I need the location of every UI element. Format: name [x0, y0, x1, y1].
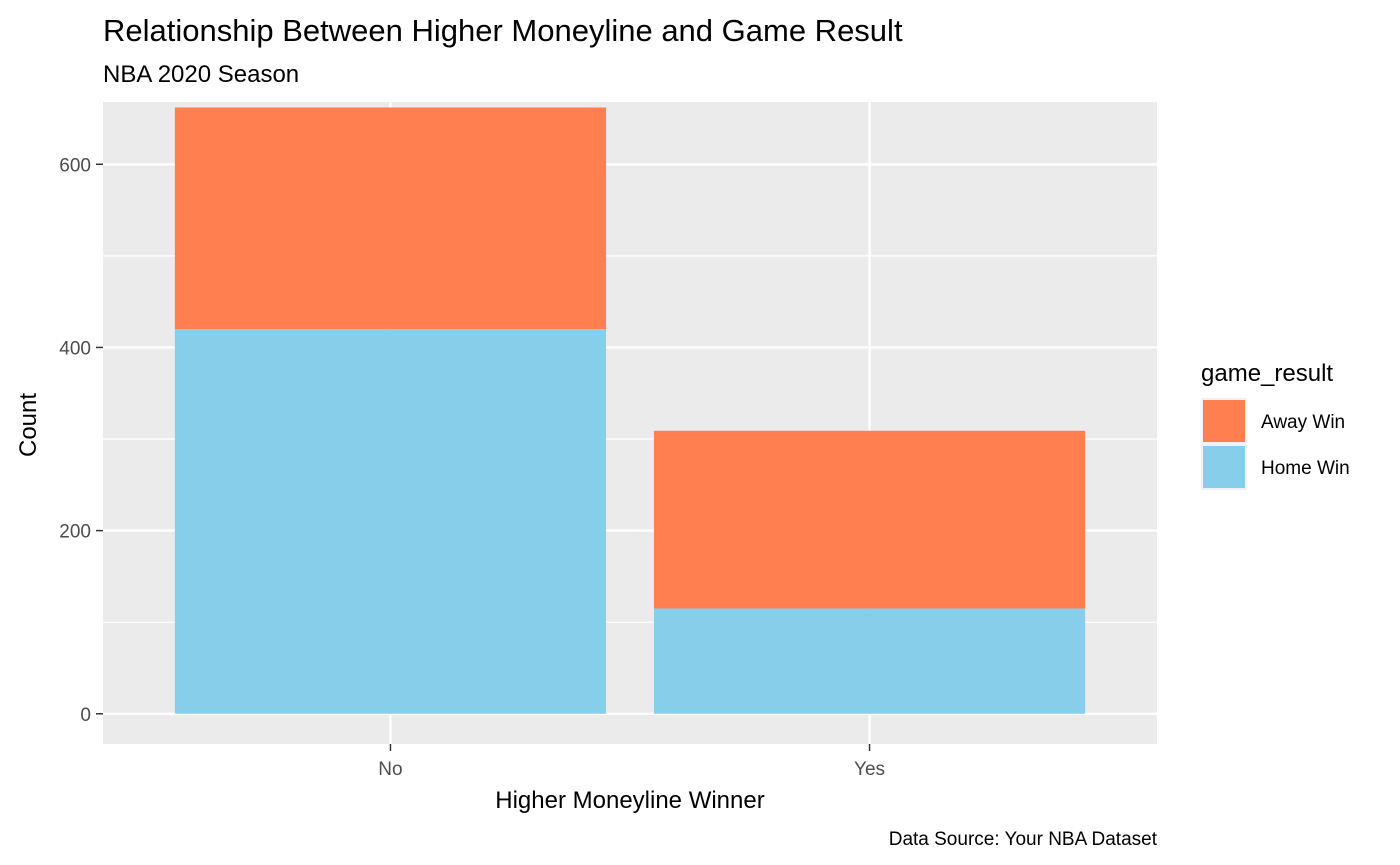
x-tick-label: No	[378, 759, 402, 780]
x-tick-label: Yes	[854, 759, 885, 780]
x-axis-title: Higher Moneyline Winner	[495, 787, 764, 814]
legend-swatch-home-win	[1203, 446, 1245, 488]
y-tick-label: 400	[59, 338, 91, 359]
bar-yes-home-win	[653, 608, 1086, 714]
y-tick-label: 600	[59, 155, 91, 176]
y-tick-label: 200	[59, 522, 91, 543]
chart-title: Relationship Between Higher Moneyline an…	[103, 13, 903, 48]
x-axis: No Yes	[378, 744, 885, 780]
chart-subtitle: NBA 2020 Season	[103, 61, 299, 88]
bar-yes-away-win	[653, 430, 1086, 609]
legend-swatch-away-win	[1203, 400, 1245, 442]
y-axis-title: Count	[15, 393, 42, 457]
y-axis: 0 200 400 600	[59, 155, 103, 726]
legend-label-home-win: Home Win	[1261, 458, 1350, 479]
legend-title: game_result	[1201, 360, 1333, 387]
bars	[174, 107, 1086, 714]
y-tick-label: 0	[80, 705, 91, 726]
bar-no-home-win	[174, 329, 607, 714]
bar-no-away-win	[174, 107, 607, 330]
legend-label-away-win: Away Win	[1261, 412, 1345, 433]
chart-caption: Data Source: Your NBA Dataset	[889, 829, 1158, 850]
legend: game_result Away Win Home Win	[1201, 360, 1350, 490]
